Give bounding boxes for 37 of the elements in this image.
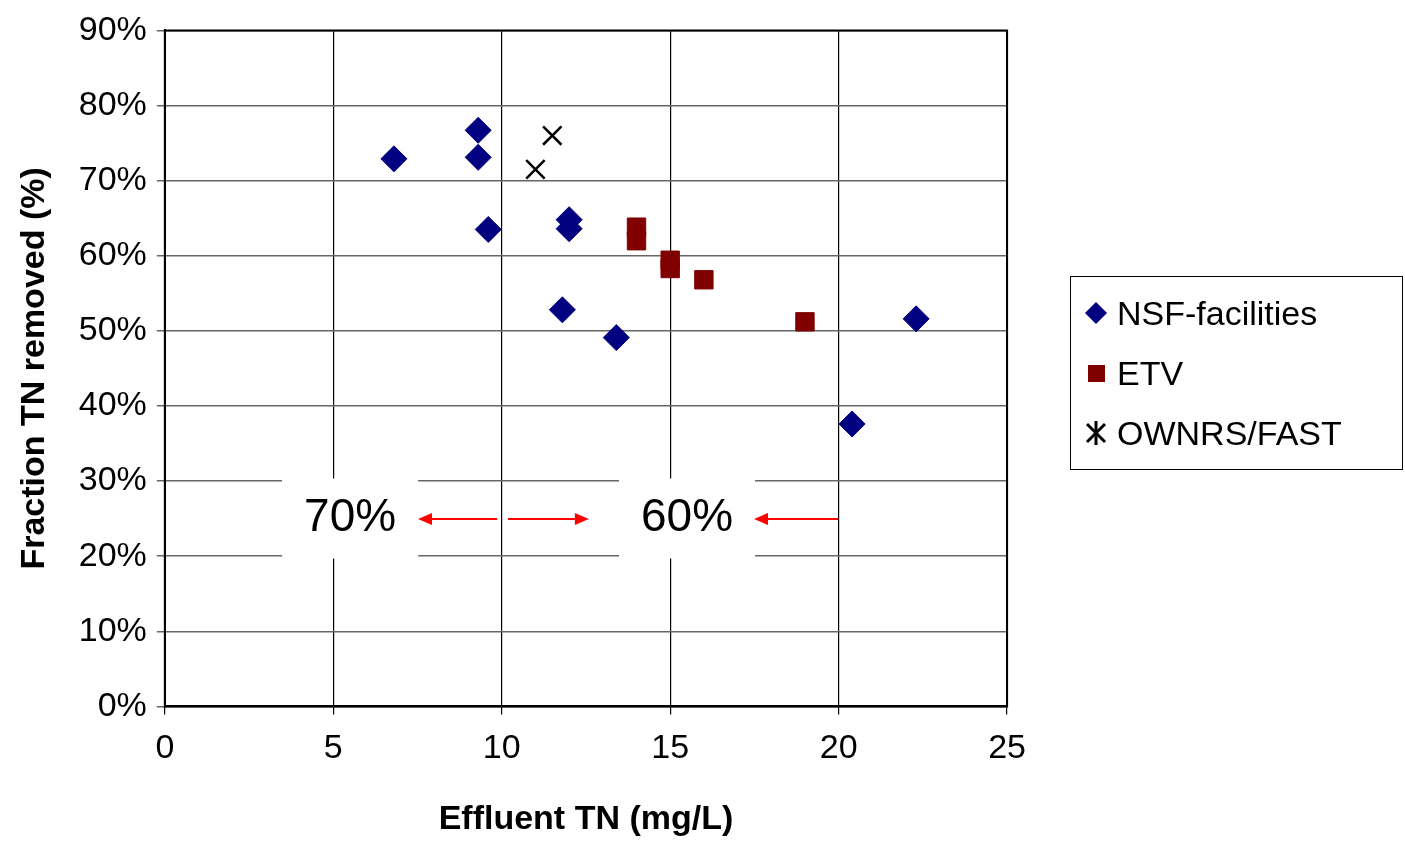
point (902, 305, 930, 333)
y-tick-label: 30% (78, 459, 147, 498)
y-tick-label: 10% (78, 609, 147, 648)
y-tick-label: 40% (78, 384, 147, 423)
y-tick-label: 20% (78, 534, 147, 573)
point (541, 125, 563, 146)
point (626, 231, 647, 251)
x-axis-title: Effluent TN (mg/L) (438, 797, 734, 836)
legend-label: NSF-facilities (1117, 293, 1318, 333)
point (464, 116, 492, 144)
point (694, 270, 714, 290)
x-tick-label: 10 (482, 727, 521, 766)
point (602, 324, 630, 352)
y-tick-label: 80% (78, 83, 147, 122)
x-tick-label: 0 (155, 727, 175, 766)
annotation: 70% (304, 489, 397, 542)
point (838, 410, 866, 438)
point (380, 145, 408, 173)
y-tick-label: 70% (78, 159, 147, 197)
point (524, 158, 546, 180)
y-tick-label: 60% (78, 234, 147, 273)
x-tick-label: 15 (651, 727, 690, 766)
x-tick-label: 20 (819, 727, 858, 766)
point (548, 296, 576, 324)
y-tick-label: 50% (78, 309, 147, 348)
y-axis-title: Fraction TN removed (%) (12, 167, 51, 570)
point (474, 215, 502, 243)
legend-label: ETV (1117, 353, 1184, 393)
legend-label: OWNRS/FAST (1117, 413, 1342, 453)
point (795, 312, 815, 332)
annotation: 60% (641, 489, 734, 542)
x-tick-label: 5 (323, 727, 343, 766)
point (464, 143, 492, 171)
y-tick-label: 90% (78, 8, 147, 47)
y-tick-label: 0% (97, 684, 147, 723)
point (660, 258, 680, 279)
x-tick-label: 25 (988, 727, 1026, 766)
